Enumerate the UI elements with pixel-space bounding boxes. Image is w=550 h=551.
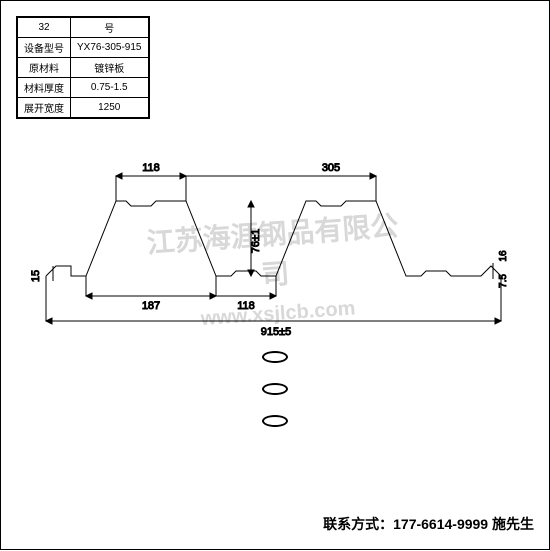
profile-diagram: 118 305 76±1 15 16 7.5 187 118 915±5 (1, 1, 550, 551)
dim-left-h: 15 (30, 270, 42, 282)
dim-pitch: 305 (322, 162, 340, 174)
dim-bottom-span: 187 (142, 300, 160, 312)
dim-bottom-flat: 118 (237, 300, 255, 312)
drawing-canvas: 江苏海涯钢品有限公司 www.xsjlcb.com 32 号 设备型号YX76-… (0, 0, 550, 550)
dim-height: 76±1 (250, 229, 262, 253)
dim-right-h1: 16 (498, 250, 509, 262)
dim-right-h2: 7.5 (498, 274, 509, 288)
dim-total: 915±5 (261, 326, 292, 338)
dim-top-width: 118 (142, 162, 160, 174)
